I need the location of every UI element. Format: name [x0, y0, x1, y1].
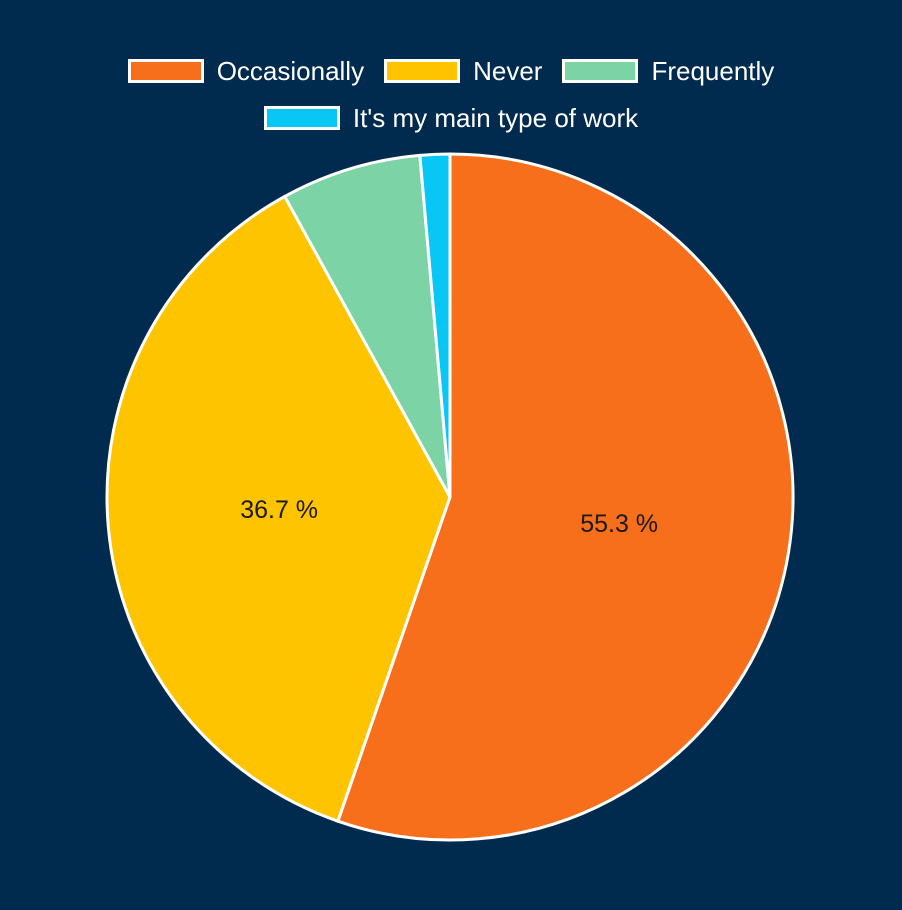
legend-item-occasionally[interactable]: Occasionally — [127, 56, 365, 86]
data-label-occasionally: 55.3 % — [580, 510, 658, 538]
legend-label: Frequently — [651, 56, 775, 86]
legend-item-main-type-of-work[interactable]: It's my main type of work — [263, 103, 639, 133]
legend-swatch — [384, 59, 461, 83]
legend-item-frequently[interactable]: Frequently — [562, 56, 774, 86]
legend-item-never[interactable]: Never — [384, 56, 542, 86]
legend-swatch — [263, 106, 340, 130]
pie-slice-never[interactable] — [105, 194, 452, 823]
pie-slices — [105, 152, 795, 842]
legend-swatch — [562, 59, 639, 83]
pie-data-labels: 55.3 % 36.7 % — [240, 496, 658, 538]
pie-slice-it-s-my-main-type-of-work[interactable] — [418, 152, 452, 499]
legend-label: Occasionally — [216, 56, 365, 86]
legend-row: Occasionally Never Frequently — [0, 55, 902, 87]
pie-slice-occasionally[interactable] — [336, 152, 795, 842]
legend-label: It's my main type of work — [352, 103, 639, 133]
legend-label: Never — [473, 56, 543, 86]
data-label-never: 36.7 % — [240, 496, 318, 524]
legend-swatch — [127, 59, 204, 83]
legend-row: It's my main type of work — [0, 102, 902, 134]
pie-slice-frequently[interactable] — [283, 153, 452, 499]
